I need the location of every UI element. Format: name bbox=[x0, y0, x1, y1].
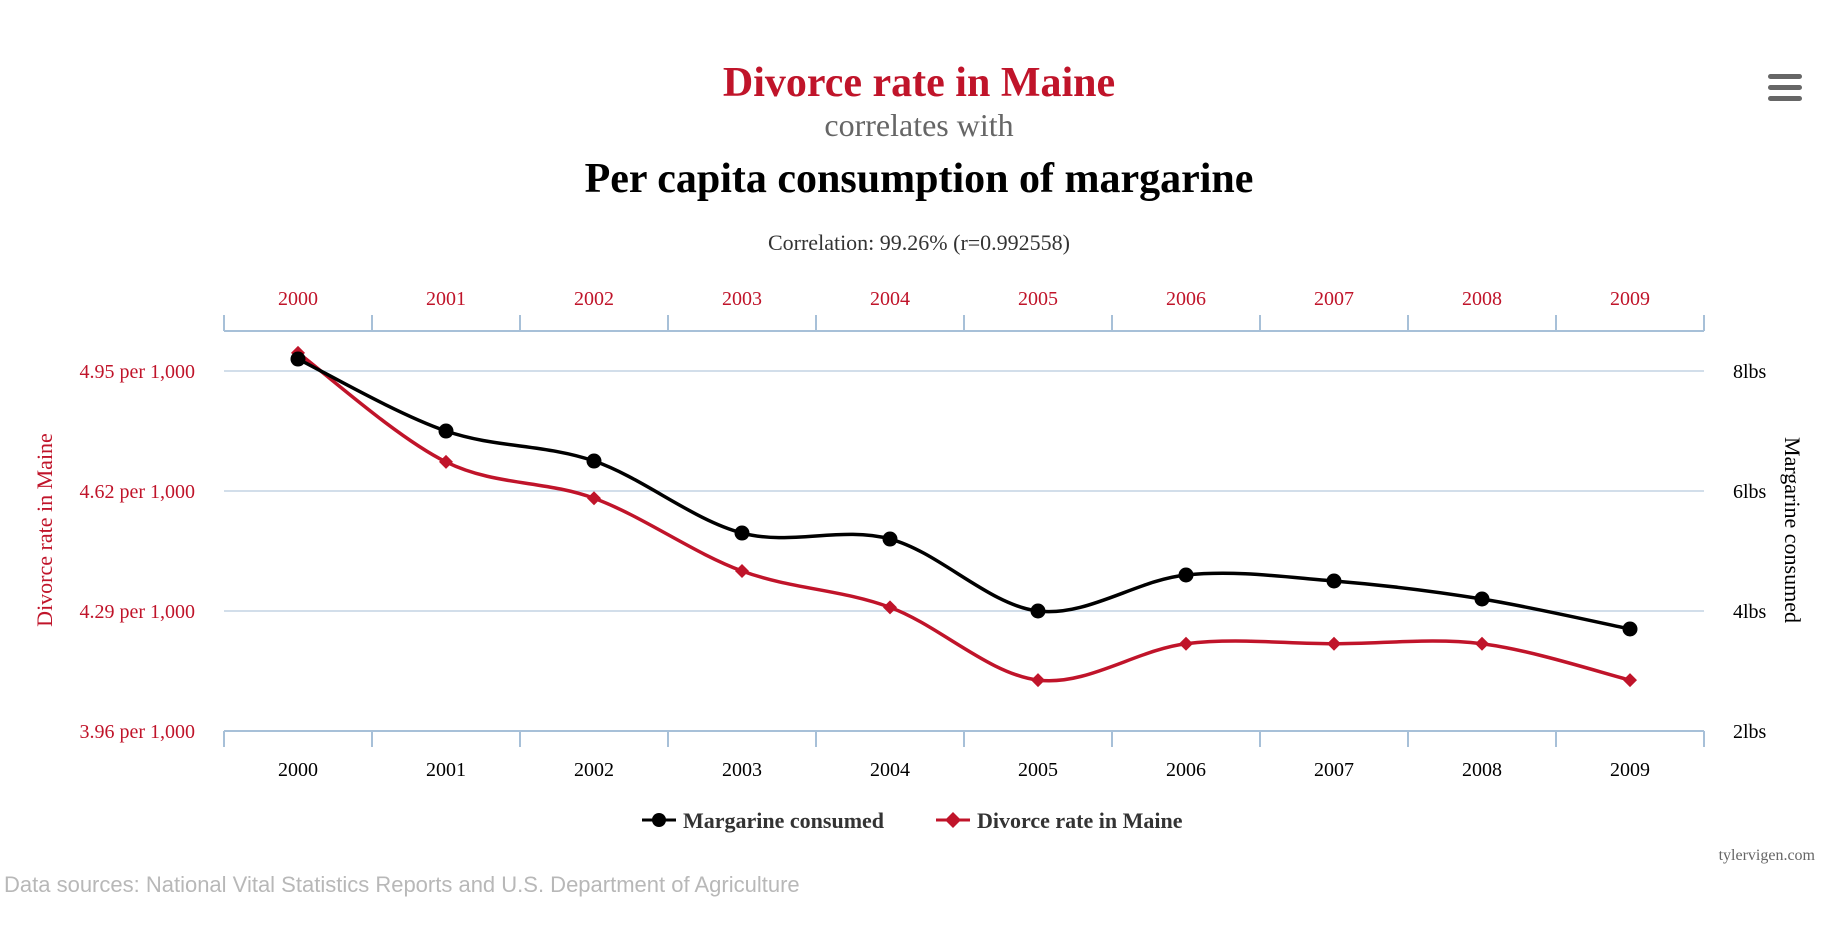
left-tick-label: 4.62 per 1,000 bbox=[79, 481, 195, 503]
legend-label-margarine[interactable]: Margarine consumed bbox=[683, 808, 884, 833]
divorce-point bbox=[1179, 636, 1193, 651]
legend-marker-divorce bbox=[945, 812, 961, 828]
x-tick-label-top: 2005 bbox=[1018, 288, 1058, 310]
margarine-point bbox=[586, 453, 602, 469]
divorce-point bbox=[1031, 673, 1045, 688]
left-tick-label: 3.96 per 1,000 bbox=[79, 721, 195, 743]
credit-text[interactable]: tylervigen.com bbox=[1719, 847, 1816, 864]
legend-marker-margarine bbox=[652, 813, 666, 827]
divorce-point bbox=[1623, 673, 1637, 688]
margarine-point bbox=[1030, 603, 1046, 619]
margarine-point bbox=[1178, 567, 1194, 583]
x-tick-label-bottom: 2008 bbox=[1462, 759, 1502, 781]
x-tick-label-top: 2006 bbox=[1166, 288, 1206, 310]
x-tick-label-top: 2007 bbox=[1314, 288, 1354, 310]
divorce-point bbox=[735, 564, 749, 578]
x-tick-label-top: 2000 bbox=[278, 288, 318, 310]
x-tick-label-top: 2009 bbox=[1610, 288, 1650, 310]
right-axis-title: Margarine consumed bbox=[1780, 437, 1805, 623]
x-tick-label-top: 2004 bbox=[870, 288, 910, 310]
right-tick-label: 6lbs bbox=[1733, 481, 1767, 503]
divorce-point bbox=[439, 454, 453, 469]
x-tick-label-top: 2001 bbox=[426, 288, 466, 310]
chart-subtitle: Per capita consumption of margarine bbox=[585, 156, 1254, 202]
chart-connector: correlates with bbox=[824, 107, 1013, 143]
divorce-line bbox=[296, 351, 1631, 683]
margarine-line bbox=[297, 357, 1631, 631]
divorce-point bbox=[1475, 636, 1489, 651]
legend-label-divorce[interactable]: Divorce rate in Maine bbox=[977, 808, 1183, 833]
divorce-point bbox=[1327, 636, 1341, 651]
right-tick-label: 8lbs bbox=[1733, 361, 1767, 383]
margarine-point bbox=[290, 351, 306, 367]
x-tick-label-bottom: 2001 bbox=[426, 759, 466, 781]
legend: Margarine consumed Divorce rate in Maine bbox=[642, 808, 1183, 833]
x-tick-label-top: 2003 bbox=[722, 288, 762, 310]
left-tick-label: 4.29 per 1,000 bbox=[79, 601, 195, 623]
hamburger-menu-icon[interactable] bbox=[1768, 74, 1808, 110]
left-axis-title: Divorce rate in Maine bbox=[32, 433, 57, 627]
margarine-point bbox=[438, 423, 454, 439]
x-tick-label-bottom: 2000 bbox=[278, 759, 318, 781]
series-layer bbox=[290, 345, 1638, 688]
margarine-point bbox=[882, 531, 898, 547]
correlation-text: Correlation: 99.26% (r=0.992558) bbox=[768, 230, 1070, 255]
divorce-point bbox=[883, 600, 897, 615]
divorce-point bbox=[587, 491, 601, 506]
chart-title: Divorce rate in Maine bbox=[723, 60, 1115, 106]
left-tick-label: 4.95 per 1,000 bbox=[79, 361, 195, 383]
x-tick-label-bottom: 2005 bbox=[1018, 759, 1058, 781]
axes: 2000 2000 2001 2001 2002 2002 2003 2003 2004 2004… bbox=[79, 288, 1766, 781]
margarine-point bbox=[1326, 573, 1342, 589]
x-tick-label-bottom: 2004 bbox=[870, 759, 910, 781]
grid-lines bbox=[224, 370, 1704, 612]
x-tick-label-bottom: 2003 bbox=[722, 759, 762, 781]
x-tick-label-top: 2002 bbox=[574, 288, 614, 310]
x-tick-label-bottom: 2009 bbox=[1610, 759, 1650, 781]
x-tick-label-top: 2008 bbox=[1462, 288, 1502, 310]
margarine-point bbox=[734, 525, 750, 541]
data-sources: Data sources: National Vital Statistics … bbox=[4, 872, 800, 897]
x-tick-label-bottom: 2006 bbox=[1166, 759, 1206, 781]
margarine-point bbox=[1474, 591, 1490, 607]
x-tick-label-bottom: 2002 bbox=[574, 759, 614, 781]
right-tick-label: 4lbs bbox=[1733, 601, 1767, 623]
right-tick-label: 2lbs bbox=[1733, 721, 1767, 743]
margarine-point bbox=[1622, 621, 1638, 637]
x-tick-label-bottom: 2007 bbox=[1314, 759, 1354, 781]
